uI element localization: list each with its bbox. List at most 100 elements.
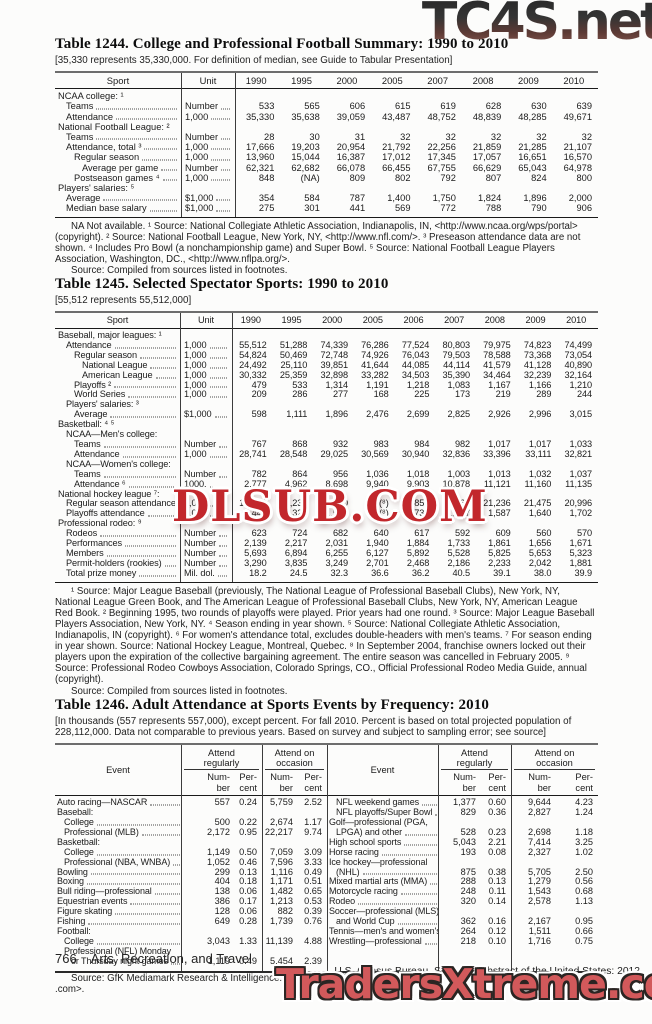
leader-dots bbox=[219, 476, 227, 478]
cell-value: 30,332 bbox=[239, 369, 267, 380]
cell-value: 682 bbox=[332, 528, 348, 539]
cell-value: 62,321 bbox=[245, 162, 275, 173]
row-unit: Number bbox=[180, 440, 232, 450]
cell-value: 288 bbox=[460, 876, 476, 887]
leader-dots bbox=[128, 396, 176, 398]
cell-value: 868 bbox=[292, 438, 308, 449]
table-row: Auto racing—NASCAR 557 0.24 5,759 2.52 bbox=[55, 797, 327, 808]
cell-value: 1,037 bbox=[569, 468, 593, 479]
leader-dots bbox=[162, 179, 177, 181]
cell-value: 956 bbox=[332, 468, 348, 479]
cell-value: 0.49 bbox=[304, 866, 322, 877]
cell-value: 80,803 bbox=[442, 339, 470, 350]
cell-value: 1,171 bbox=[270, 876, 293, 887]
cell-value: 0.11 bbox=[488, 886, 506, 897]
row-label: Equestrian events bbox=[55, 897, 181, 907]
table-1244: Sport Unit 1990 1995 2000 2005 2007 2008 2009 201… bbox=[55, 71, 598, 218]
column-header-unit: Unit bbox=[199, 75, 217, 86]
cell-value: 32.3 bbox=[330, 567, 349, 578]
row-label-line: NFL weekend games bbox=[327, 798, 438, 808]
row-unit-text: 1,000 bbox=[185, 172, 209, 183]
leader-dots bbox=[209, 357, 227, 359]
leader-dots bbox=[116, 118, 177, 120]
row-label: Baseball: bbox=[55, 808, 181, 818]
table-row: Median base salary $1,000 275 301 441 569 772 7… bbox=[55, 203, 598, 213]
cell-value: 0.95 bbox=[575, 916, 593, 927]
cell-value: 354 bbox=[258, 193, 275, 204]
cell-value: 138 bbox=[214, 886, 230, 897]
leader-dots bbox=[96, 854, 180, 856]
cell-value: 565 bbox=[304, 101, 320, 112]
cell-value: 30 bbox=[309, 132, 320, 143]
table-1244-title: Table 1244. College and Professional Foo… bbox=[55, 36, 509, 52]
row-unit: 1,000 bbox=[180, 509, 232, 519]
row-label-text: Playoffs ² bbox=[74, 380, 112, 390]
row-label-line: Boxing bbox=[55, 877, 181, 887]
cell-value: 1,314 bbox=[325, 379, 349, 390]
row-label: Attendance bbox=[55, 341, 180, 351]
cell-value: 21,107 bbox=[563, 142, 592, 153]
cell-value: 17,012 bbox=[382, 152, 411, 163]
row-label-text: Football: bbox=[57, 927, 91, 937]
table-row: Permit-holders (rookies) Number 3,290 3,835… bbox=[55, 557, 598, 569]
cell-value: 16,651 bbox=[518, 152, 547, 163]
cell-value: 5,454 bbox=[270, 955, 293, 966]
cell-value: 33,282 bbox=[361, 369, 389, 380]
cell-value: 2,172 bbox=[207, 826, 230, 837]
table-group-row: NCAA—Women's college: bbox=[55, 460, 598, 470]
row-label-line: Basketball: bbox=[55, 838, 181, 848]
cell-value: 8,698 bbox=[325, 478, 349, 489]
table-row: Professional (NBA, WNBA) 1,052 0.46 7,596 3.… bbox=[55, 857, 327, 868]
cell-value: 1.02 bbox=[575, 846, 593, 857]
cell-value: 0.39 bbox=[304, 906, 322, 917]
table-vertical-rule bbox=[438, 744, 439, 971]
cell-value: 528 bbox=[460, 826, 476, 837]
row-label-text: Ice hockey—professional bbox=[329, 857, 428, 867]
cell-value: 320 bbox=[460, 896, 476, 907]
leader-dots bbox=[103, 476, 176, 478]
cell-value: 441 bbox=[349, 203, 366, 214]
cell-value: 35,390 bbox=[442, 369, 470, 380]
row-label: Teams bbox=[55, 132, 181, 142]
cell-value: 39.1 bbox=[493, 567, 511, 578]
row-unit: 1,000 bbox=[180, 450, 232, 460]
cell-value: 2,327 bbox=[528, 846, 551, 857]
row-label: Baseball, major leagues: ¹ bbox=[55, 331, 180, 341]
row-unit-text: Number bbox=[185, 101, 219, 112]
cell-value: 4.88 bbox=[304, 935, 322, 946]
row-label-text: Median base salary bbox=[66, 203, 147, 214]
row-label: NCAA—Women's college: bbox=[55, 460, 180, 470]
cell-value: 0.38 bbox=[488, 866, 506, 877]
cell-value: 7,059 bbox=[270, 846, 293, 857]
table-vertical-rule bbox=[511, 744, 512, 971]
leader-dots bbox=[381, 854, 437, 856]
cell-value: 1,119 bbox=[207, 955, 230, 966]
table-row: NFL weekend games 1,377 0.60 9,644 4.23 bbox=[327, 797, 598, 808]
cell-value: 1,149 bbox=[207, 846, 230, 857]
row-label: Bowling bbox=[55, 868, 181, 878]
table-1244-section: Table 1244. College and Professional Foo… bbox=[55, 36, 598, 276]
cell-value: 3,835 bbox=[284, 557, 308, 568]
cell-value: 10,878 bbox=[442, 478, 470, 489]
leader-dots bbox=[211, 118, 230, 120]
leader-dots bbox=[103, 446, 176, 448]
row-label-line: Tennis—men's and women's bbox=[327, 927, 438, 937]
cell-value: 193 bbox=[460, 846, 476, 857]
row-label: Playoffs attendance bbox=[55, 509, 180, 519]
cell-value: 6,894 bbox=[284, 547, 308, 558]
leader-dots bbox=[424, 943, 437, 945]
cell-value: 932 bbox=[332, 438, 348, 449]
row-unit-text: Number bbox=[184, 439, 217, 449]
leader-dots bbox=[362, 873, 437, 875]
row-label: Soccer—professional (MLS) and World Cup bbox=[327, 907, 438, 927]
cell-value: 9,903 bbox=[406, 478, 430, 489]
row-label: Football: bbox=[55, 927, 181, 937]
cell-value: 48,839 bbox=[472, 111, 502, 122]
cell-value: 0.28 bbox=[239, 916, 257, 927]
cell-value: 623 bbox=[251, 528, 267, 539]
cell-value: 1,279 bbox=[528, 876, 551, 887]
row-label: Motorcycle racing bbox=[327, 887, 438, 897]
row-label: Rodeos bbox=[55, 529, 180, 539]
table-row: Equestrian events 386 0.17 1,213 0.53 bbox=[55, 896, 327, 907]
